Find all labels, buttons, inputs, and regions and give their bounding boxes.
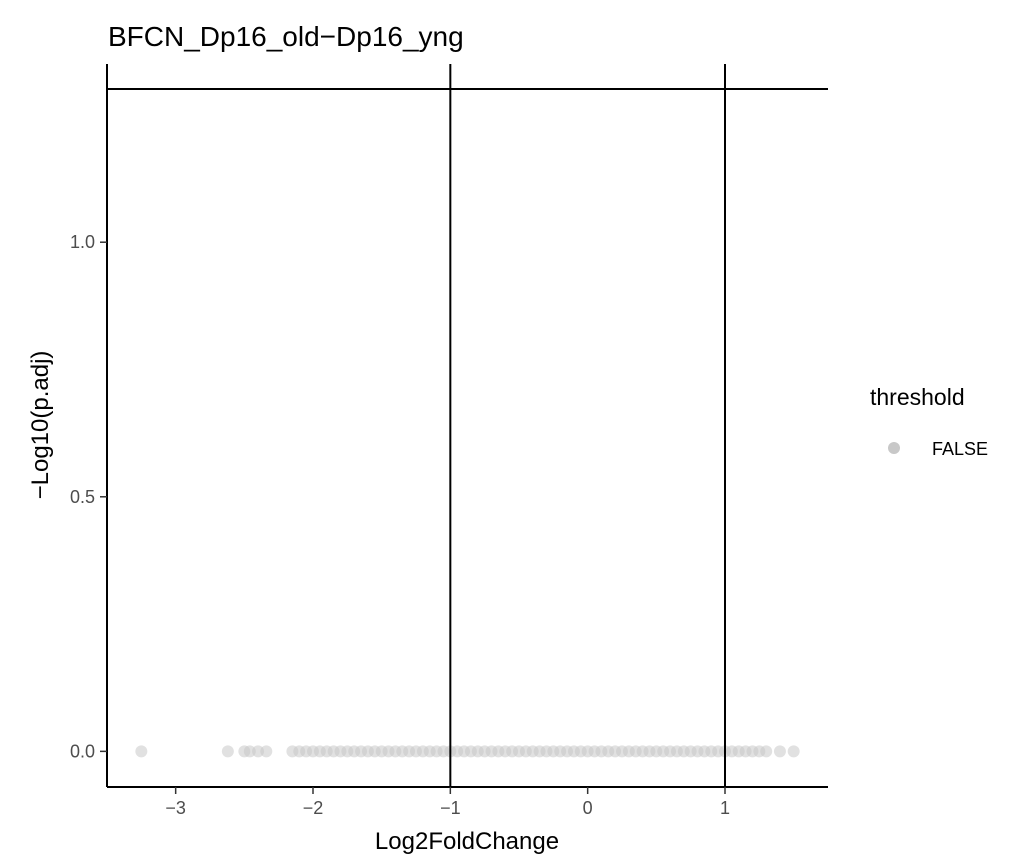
- chart-title: BFCN_Dp16_old−Dp16_yng: [108, 21, 464, 52]
- x-tick-label: −1: [440, 798, 461, 818]
- legend-label-false: FALSE: [932, 439, 988, 459]
- plot-panel: −3 −2 −1 0 1 0.0 0.5 1.0: [70, 64, 828, 818]
- data-point: [135, 745, 148, 758]
- y-tick-label: 1.0: [70, 232, 95, 252]
- data-point: [260, 745, 273, 758]
- y-axis-ticks: 0.0 0.5 1.0: [70, 232, 107, 761]
- legend-key-false: [888, 442, 900, 454]
- y-tick-label: 0.5: [70, 487, 95, 507]
- x-tick-label: −3: [165, 798, 186, 818]
- data-point: [252, 745, 265, 758]
- data-point: [787, 745, 800, 758]
- x-axis-label: Log2FoldChange: [375, 828, 559, 855]
- points-layer: [135, 745, 800, 758]
- x-tick-label: 1: [720, 798, 730, 818]
- x-tick-label: 0: [583, 798, 593, 818]
- data-point: [243, 745, 256, 758]
- legend-title: threshold: [870, 384, 965, 410]
- y-tick-label: 0.0: [70, 741, 95, 761]
- reference-lines: [107, 64, 828, 787]
- data-point: [221, 745, 234, 758]
- data-point: [760, 745, 773, 758]
- x-tick-label: −2: [303, 798, 324, 818]
- x-axis-ticks: −3 −2 −1 0 1: [165, 787, 730, 818]
- legend: threshold FALSE: [870, 384, 988, 459]
- data-point: [773, 745, 786, 758]
- y-axis-label: −Log10(p.adj): [27, 351, 54, 500]
